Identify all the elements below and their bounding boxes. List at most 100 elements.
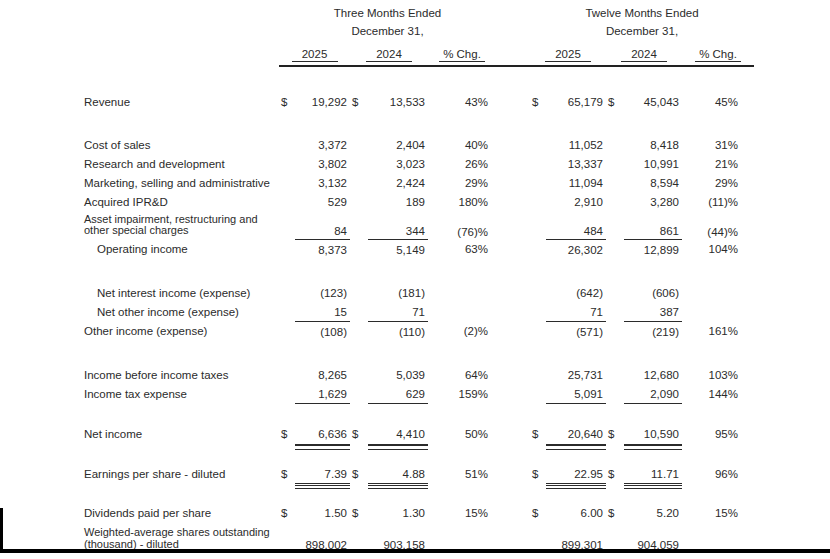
three-months-2025-value: 8,265 <box>295 365 350 384</box>
three-months-2024-value: 3,023 <box>368 154 428 173</box>
twelve-months-2025-value: (571) <box>546 322 606 342</box>
group-gap-cell <box>496 92 530 111</box>
twelve-months-2024-value: 3,280 <box>624 192 682 211</box>
group-gap-cell <box>496 4 530 22</box>
table-body: Revenue $ 19,292 $ 13,533 43% $ 65,179 $… <box>84 66 754 553</box>
dollar-sign-cell <box>606 173 624 192</box>
twelve-months-pct-chg-value: 21% <box>682 154 754 173</box>
three-months-2025-value: 3,802 <box>295 154 350 173</box>
table-row: Marketing, selling and administrative 3,… <box>84 173 754 192</box>
group-gap-cell <box>496 173 530 192</box>
three-months-pct-chg-value: 63% <box>428 240 496 260</box>
three-months-pct-chg-value: 159% <box>428 384 496 404</box>
dollar-sign-cell <box>350 211 368 240</box>
three-months-2024-value: (110) <box>368 322 428 342</box>
twelve-months-2024-value: 45,043 <box>624 92 682 111</box>
twelve-months-2025-value: 11,094 <box>546 173 606 192</box>
december-31-label-left: December 31, <box>279 22 496 40</box>
row-label: Cost of sales <box>84 135 279 154</box>
group-gap-cell <box>496 283 530 302</box>
table-row: Dividends paid per share $ 1.50 $ 1.30 1… <box>84 504 754 523</box>
year-2024-left-header: 2024 <box>350 40 428 66</box>
three-months-2024-value: 71 <box>368 302 428 322</box>
twelve-months-2025-value: 20,640 <box>546 425 606 445</box>
twelve-months-2025-value: (642) <box>546 283 606 302</box>
spacer-row <box>84 259 754 283</box>
three-months-2025-value: 1.50 <box>295 504 350 523</box>
three-months-2025-value: 1,629 <box>295 384 350 404</box>
three-months-2025-value: (108) <box>295 322 350 342</box>
page-frame-left-border <box>0 508 3 553</box>
dollar-sign-cell <box>350 322 368 342</box>
three-months-pct-chg-value: 51% <box>428 464 496 484</box>
dollar-sign-cell: $ <box>530 504 546 523</box>
three-months-pct-chg-value: 50% <box>428 425 496 445</box>
dollar-sign-cell <box>279 384 295 404</box>
group-gap-cell <box>496 192 530 211</box>
dollar-sign-cell: $ <box>606 504 624 523</box>
row-label: Earnings per share - diluted <box>84 464 279 484</box>
dollar-sign-cell: $ <box>279 504 295 523</box>
dollar-sign-cell: $ <box>606 464 624 484</box>
dollar-sign-cell: $ <box>350 92 368 111</box>
row-label: Revenue <box>84 92 279 111</box>
row-label: Income tax expense <box>84 384 279 404</box>
date-header-row: December 31, December 31, <box>84 22 754 40</box>
twelve-months-2025-value: 71 <box>546 302 606 322</box>
twelve-months-pct-chg-value: 104% <box>682 240 754 260</box>
dollar-sign-cell <box>606 384 624 404</box>
group-gap-cell <box>496 154 530 173</box>
twelve-months-pct-chg-value: 31% <box>682 135 754 154</box>
table-row: Operating income 8,373 5,149 63% 26,302 … <box>84 240 754 260</box>
twelve-months-pct-chg-value: 29% <box>682 173 754 192</box>
dollar-sign-cell: $ <box>350 504 368 523</box>
dollar-sign-cell: $ <box>350 464 368 484</box>
row-label: Net interest income (expense) <box>84 283 279 302</box>
dollar-sign-cell <box>530 240 546 260</box>
header-spacer-cell <box>84 22 279 40</box>
three-months-2024-value: (181) <box>368 283 428 302</box>
twelve-months-2024-value: 8,594 <box>624 173 682 192</box>
twelve-months-2024-value: 11.71 <box>624 464 682 484</box>
income-statement-table: Three Months Ended Twelve Months Ended D… <box>84 4 754 553</box>
header-spacer-cell <box>84 4 279 22</box>
year-2025-right-header: 2025 <box>530 40 606 66</box>
dollar-sign-cell: $ <box>279 464 295 484</box>
group-gap-cell <box>496 40 530 66</box>
header-spacer-cell <box>84 40 279 66</box>
table-row: Research and development 3,802 3,023 26%… <box>84 154 754 173</box>
group-gap-cell <box>496 504 530 523</box>
table-row: Other income (expense) (108) (110) (2)% … <box>84 322 754 342</box>
period-header-row: Three Months Ended Twelve Months Ended <box>84 4 754 22</box>
dollar-sign-cell <box>350 240 368 260</box>
twelve-months-pct-chg-value: 95% <box>682 425 754 445</box>
dollar-sign-cell: $ <box>350 425 368 445</box>
twelve-months-2025-value: 26,302 <box>546 240 606 260</box>
dollar-sign-cell <box>606 283 624 302</box>
dollar-sign-cell <box>279 302 295 322</box>
dollar-sign-cell: $ <box>279 92 295 111</box>
dollar-sign-cell <box>279 154 295 173</box>
three-months-2024-value: 629 <box>368 384 428 404</box>
table-row: Income tax expense 1,629 629 159% 5,091 … <box>84 384 754 404</box>
dollar-sign-cell <box>279 322 295 342</box>
twelve-months-2025-value: 2,910 <box>546 192 606 211</box>
dollar-sign-cell: $ <box>530 92 546 111</box>
three-months-pct-chg-value: (76)% <box>428 211 496 240</box>
table-row: Cost of sales 3,372 2,404 40% 11,052 8,4… <box>84 135 754 154</box>
dollar-sign-cell <box>606 240 624 260</box>
twelve-months-2025-value: 22.95 <box>546 464 606 484</box>
dollar-sign-cell <box>279 365 295 384</box>
three-months-2025-value: 19,292 <box>295 92 350 111</box>
twelve-months-2024-value: 8,418 <box>624 135 682 154</box>
dollar-sign-cell: $ <box>530 425 546 445</box>
dollar-sign-cell <box>530 283 546 302</box>
twelve-months-pct-chg-value: 144% <box>682 384 754 404</box>
three-months-2024-value: 5,039 <box>368 365 428 384</box>
table-row: Net income $ 6,636 $ 4,410 50% $ 20,640 … <box>84 425 754 445</box>
twelve-months-2024-value: 387 <box>624 302 682 322</box>
twelve-months-2025-value: 5,091 <box>546 384 606 404</box>
twelve-months-2024-value: 12,680 <box>624 365 682 384</box>
group-gap-cell <box>496 322 530 342</box>
three-months-pct-chg-value: 26% <box>428 154 496 173</box>
